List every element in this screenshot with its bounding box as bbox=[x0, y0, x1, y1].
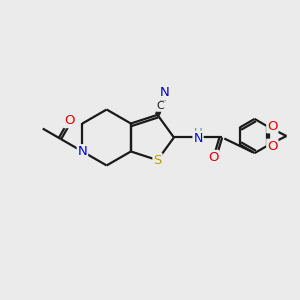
Text: N: N bbox=[77, 145, 87, 158]
Text: N: N bbox=[160, 86, 169, 99]
Text: O: O bbox=[267, 140, 278, 152]
Text: O: O bbox=[64, 114, 75, 127]
Text: C: C bbox=[157, 101, 165, 111]
Text: N: N bbox=[194, 132, 203, 145]
Text: O: O bbox=[267, 119, 278, 133]
Text: S: S bbox=[153, 154, 162, 166]
Text: O: O bbox=[208, 151, 218, 164]
Text: H: H bbox=[194, 127, 203, 140]
